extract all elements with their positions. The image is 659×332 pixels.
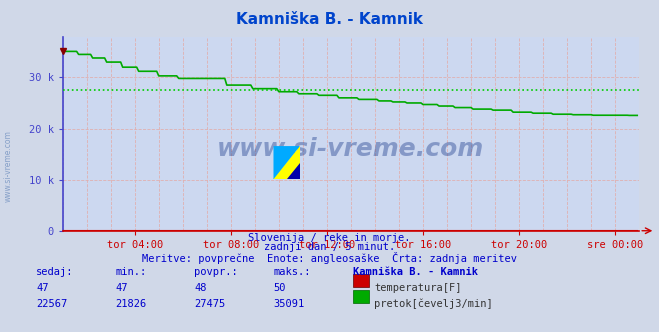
Polygon shape	[273, 146, 300, 179]
Text: zadnji dan / 5 minut.: zadnji dan / 5 minut.	[264, 242, 395, 252]
Text: 35091: 35091	[273, 299, 304, 309]
Text: pretok[čevelj3/min]: pretok[čevelj3/min]	[374, 299, 493, 309]
Polygon shape	[273, 146, 300, 179]
Polygon shape	[287, 163, 300, 179]
Text: maks.:: maks.:	[273, 267, 311, 277]
Text: Slovenija / reke in morje.: Slovenija / reke in morje.	[248, 233, 411, 243]
Text: temperatura[F]: temperatura[F]	[374, 283, 462, 293]
Text: 50: 50	[273, 283, 286, 293]
Text: 48: 48	[194, 283, 207, 293]
Text: 47: 47	[36, 283, 49, 293]
Text: 27475: 27475	[194, 299, 225, 309]
Text: www.si-vreme.com: www.si-vreme.com	[3, 130, 13, 202]
Text: min.:: min.:	[115, 267, 146, 277]
Text: 47: 47	[115, 283, 128, 293]
Text: povpr.:: povpr.:	[194, 267, 238, 277]
Text: 22567: 22567	[36, 299, 67, 309]
Text: Meritve: povprečne  Enote: angleosaške  Črta: zadnja meritev: Meritve: povprečne Enote: angleosaške Čr…	[142, 252, 517, 264]
Text: sedaj:: sedaj:	[36, 267, 74, 277]
Text: 21826: 21826	[115, 299, 146, 309]
Text: Kamniška B. - Kamnik: Kamniška B. - Kamnik	[236, 12, 423, 27]
Text: Kamniška B. - Kamnik: Kamniška B. - Kamnik	[353, 267, 478, 277]
Text: www.si-vreme.com: www.si-vreme.com	[217, 137, 484, 161]
